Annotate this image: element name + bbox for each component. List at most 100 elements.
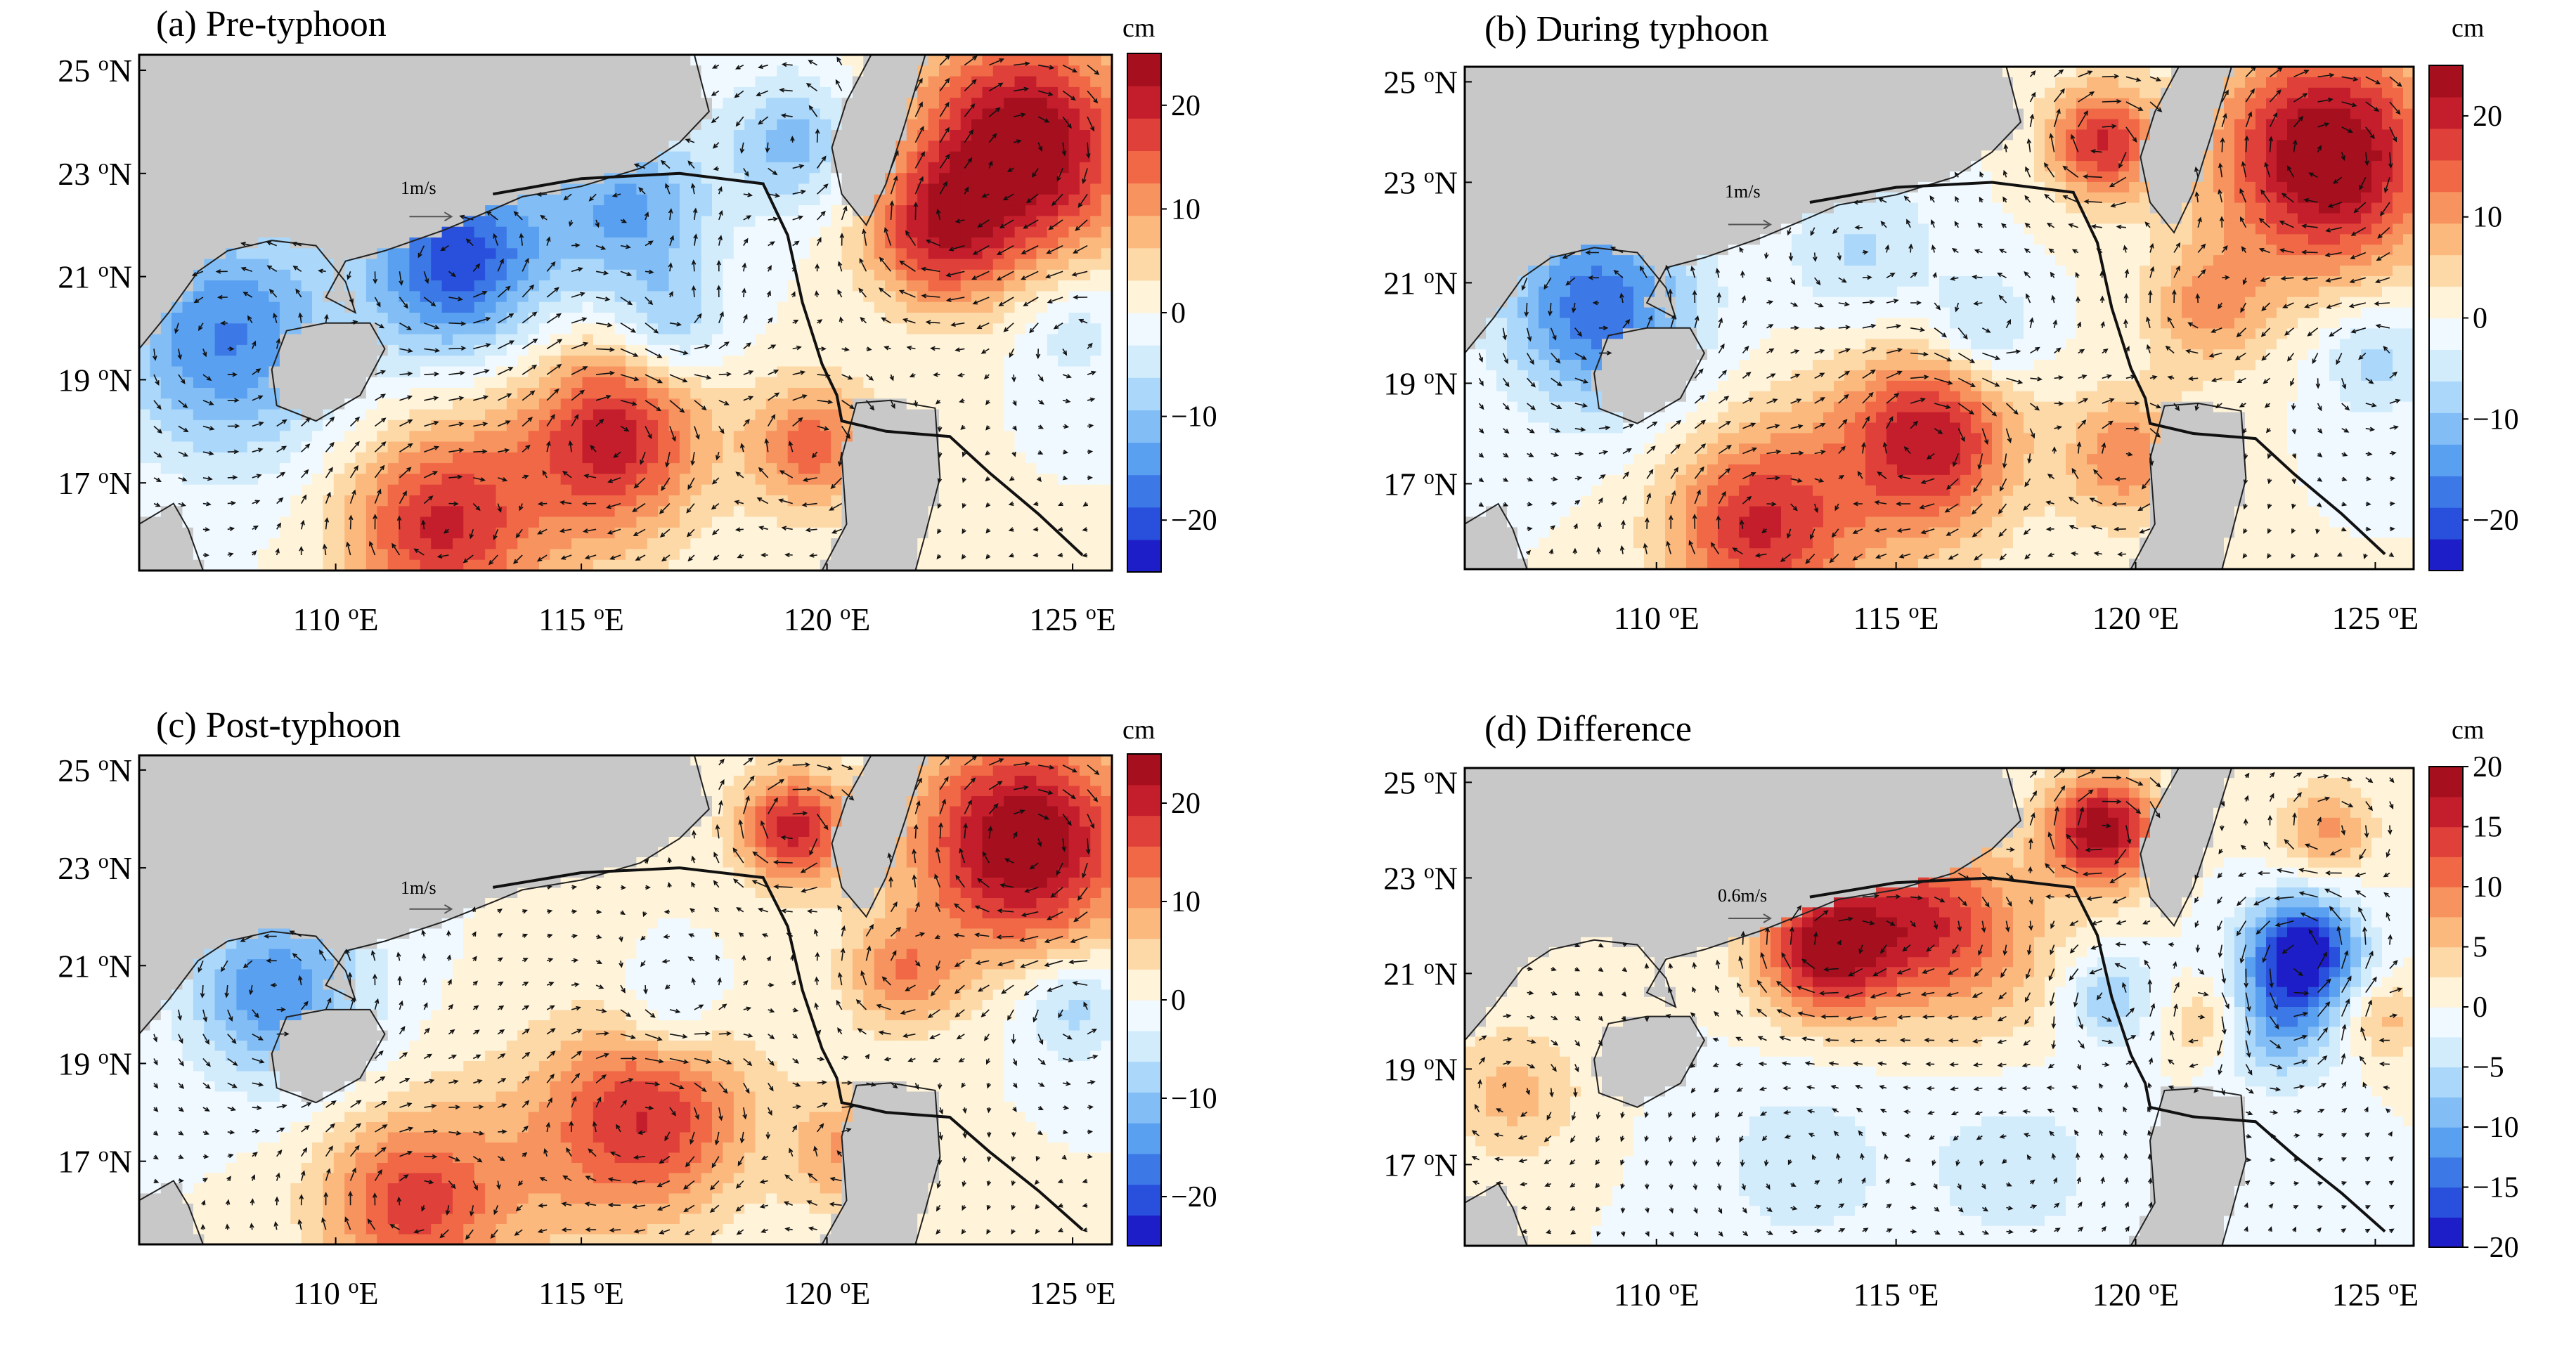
lat-tick-label: 17 oN [58, 1143, 132, 1180]
lat-tick-label: 19 oN [58, 1045, 132, 1081]
lat-tick-label: 21 oN [1383, 264, 1458, 301]
lat-tick-label: 23 oN [1383, 859, 1458, 896]
lat-tick-label: 23 oN [58, 155, 132, 192]
coastline [1465, 1183, 1528, 1246]
panel-b: (b) During typhoon 25 oN 23 oN 21 oN 19 oN 1… [1288, 0, 2576, 677]
lat-tick-label: 17 oN [1383, 1146, 1458, 1183]
panel-d: (d) Difference 25 oN 23 oN 21 oN 19 oN 17 oN… [1288, 677, 2576, 1354]
panel-title: (c) Post-typhoon [156, 705, 401, 746]
colorbar: 20 10 0 −10 −20 [1127, 753, 1217, 1246]
coastline [139, 755, 710, 1036]
colorbar-tick-label: 0 [1171, 984, 1186, 1017]
lon-tick-label: 125 oE [1029, 1275, 1116, 1311]
lat-tick-label: 21 oN [58, 259, 132, 295]
map-svg: 25 oN 23 oN 21 oN 19 oN 17 oN 110 oE 115 oE 120… [58, 52, 1217, 637]
current-vectors [153, 55, 1100, 566]
coastline [1465, 502, 1528, 569]
reference-vector-arrow [409, 904, 453, 914]
colorbar-tick-label: 0 [2473, 303, 2487, 335]
typhoon-track [1809, 181, 2386, 556]
coastline [831, 755, 926, 918]
coastline [271, 322, 386, 422]
coastline [821, 1082, 941, 1244]
lon-tick-label: 120 oE [2092, 1276, 2180, 1313]
lat-tick-label: 21 oN [1383, 955, 1458, 991]
colorbar-tick-label: −20 [2473, 505, 2519, 537]
colorbar-tick-label: −20 [2473, 1232, 2519, 1264]
lon-tick-label: 110 oE [293, 1275, 379, 1311]
panel-title: (b) During typhoon [1484, 9, 1769, 49]
colorbar-tick-label: −20 [1171, 1181, 1217, 1213]
colorbar-tick-label: 5 [2473, 932, 2487, 964]
coastline [2140, 768, 2232, 927]
typhoon-track [492, 866, 1084, 1231]
map-svg: 25 oN 23 oN 21 oN 19 oN 17 oN 110 oE 115 oE 120… [1383, 751, 2519, 1313]
colorbar-tick-label: −10 [1171, 1083, 1217, 1115]
colorbar-unit: cm [2452, 13, 2485, 43]
lat-tick-label: 25 oN [58, 52, 132, 89]
map-svg: 25 oN 23 oN 21 oN 19 oN 17 oN 110 oE 115 oE 120… [58, 752, 1217, 1311]
lon-tick-label: 110 oE [1614, 1276, 1700, 1313]
colorbar-tick-label: 10 [2473, 202, 2502, 234]
reference-vector-arrow [1728, 219, 1772, 230]
map-svg: 25 oN 23 oN 21 oN 19 oN 17 oN 110 oE 115 oE 120… [1383, 63, 2519, 636]
panel-title: (d) Difference [1484, 709, 1692, 749]
colorbar-tick-label: 20 [2473, 751, 2502, 783]
lat-tick-label: 25 oN [1383, 764, 1458, 800]
colorbar-tick-label: −10 [2473, 403, 2519, 436]
colorbar-unit: cm [1122, 715, 1156, 745]
colorbar-tick-label: −10 [2473, 1112, 2519, 1144]
typhoon-track [1809, 876, 2386, 1233]
current-vectors [1471, 768, 2403, 1237]
colorbar-tick-label: 10 [2473, 871, 2502, 904]
panel-a: (a) Pre-typhoon 25 oN 23 oN 21 oN 19 oN 17 o… [0, 0, 1288, 677]
colorbar-tick-label: −10 [1171, 401, 1217, 434]
ssh-anomaly-field [139, 755, 1112, 1244]
current-vectors [1478, 67, 2402, 564]
lat-tick-label: 17 oN [58, 464, 132, 501]
lat-tick-label: 17 oN [1383, 465, 1458, 502]
vector-scale-label: 1m/s [1725, 181, 1761, 202]
plot-frame [1463, 767, 2415, 1247]
lat-tick-label: 25 oN [58, 752, 132, 788]
coastline [2140, 67, 2232, 234]
colorbar: 20 10 0 −10 −20 [1127, 53, 1217, 573]
reference-vector-arrow [1728, 913, 1772, 923]
lon-tick-label: 125 oE [2332, 599, 2419, 636]
coastline [2130, 1087, 2247, 1246]
colorbar-tick-label: 10 [1171, 886, 1200, 918]
colorbar-tick-label: 10 [1171, 193, 1200, 226]
lat-tick-label: 23 oN [1383, 164, 1458, 200]
lon-tick-label: 110 oE [293, 601, 379, 637]
lon-tick-label: 125 oE [1029, 601, 1116, 637]
ssh-anomaly-field [1465, 768, 2414, 1246]
plot-frame [1463, 65, 2415, 571]
lat-tick-label: 19 oN [1383, 365, 1458, 401]
colorbar-tick-label: −20 [1171, 505, 1217, 537]
lat-tick-label: 19 oN [1383, 1050, 1458, 1087]
lon-tick-label: 115 oE [538, 601, 624, 637]
colorbar-tick-label: −15 [2473, 1172, 2519, 1204]
coastline [139, 1180, 204, 1244]
current-vectors [153, 755, 1100, 1240]
reference-vector-arrow [409, 211, 453, 222]
plot-frame [138, 754, 1113, 1246]
vector-scale-label: 1m/s [401, 178, 436, 198]
lon-tick-label: 115 oE [538, 1275, 624, 1311]
colorbar-tick-label: 0 [2473, 991, 2487, 1024]
colorbar-tick-label: 20 [1171, 788, 1200, 820]
colorbar-unit: cm [2452, 715, 2485, 745]
coastline [1593, 1015, 1706, 1108]
colorbar-tick-label: −5 [2473, 1052, 2504, 1084]
coastline [139, 502, 204, 571]
lat-tick-label: 25 oN [1383, 63, 1458, 100]
colorbar-unit: cm [1122, 13, 1156, 43]
lon-tick-label: 120 oE [2092, 599, 2180, 636]
coastline [271, 1008, 386, 1104]
lat-tick-label: 19 oN [58, 361, 132, 398]
coastline [1593, 327, 1706, 424]
colorbar: 20 15 10 5 0 −5 −10 −15 −20 [2428, 751, 2519, 1264]
typhoon-track [492, 171, 1084, 556]
vector-scale-label: 0.6m/s [1718, 885, 1768, 906]
coastline [831, 55, 926, 227]
